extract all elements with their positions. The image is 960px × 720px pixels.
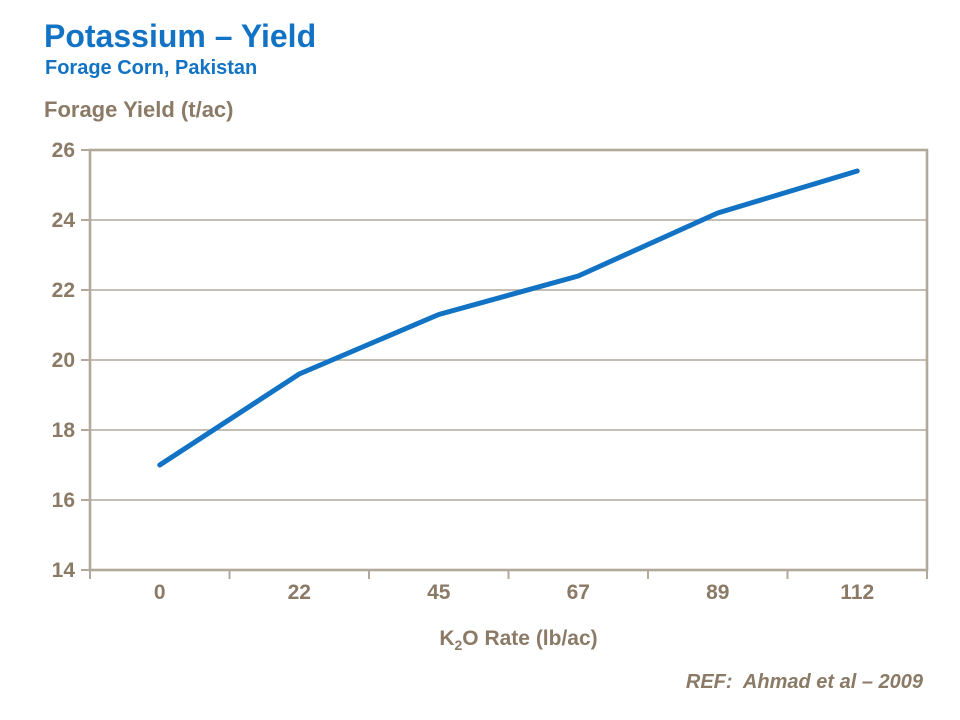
x-axis-title-main: K [439, 627, 455, 650]
page-title: Potassium – Yield [44, 18, 317, 54]
y-tick-label: 16 [52, 489, 75, 512]
page-subtitle: Forage Corn, Pakistan [45, 57, 258, 79]
x-axis-title: K2O Rate (lb/ac) [90, 627, 947, 652]
y-tick-label: 24 [52, 209, 76, 232]
x-tick-label: 89 [706, 581, 729, 604]
x-tick-label: 0 [154, 581, 166, 604]
x-axis-title-rest: O Rate (lb/ac) [462, 627, 598, 650]
x-tick-label: 112 [840, 581, 874, 604]
data-line-forage-yield [157, 168, 860, 468]
y-tick-label: 18 [52, 419, 76, 442]
y-tick-label: 20 [52, 349, 75, 372]
x-tick-label: 45 [427, 581, 451, 604]
x-tick-label: 22 [288, 581, 311, 604]
y-tick-label: 22 [52, 279, 75, 302]
y-tick-label: 14 [52, 559, 76, 582]
x-tick-label: 67 [567, 581, 590, 604]
reference-citation: REF: Ahmad et al – 2009 [685, 671, 923, 693]
x-axis-title-subscript: 2 [454, 637, 463, 653]
y-axis-title: Forage Yield (t/ac) [44, 97, 234, 122]
y-tick-label: 26 [52, 139, 75, 162]
